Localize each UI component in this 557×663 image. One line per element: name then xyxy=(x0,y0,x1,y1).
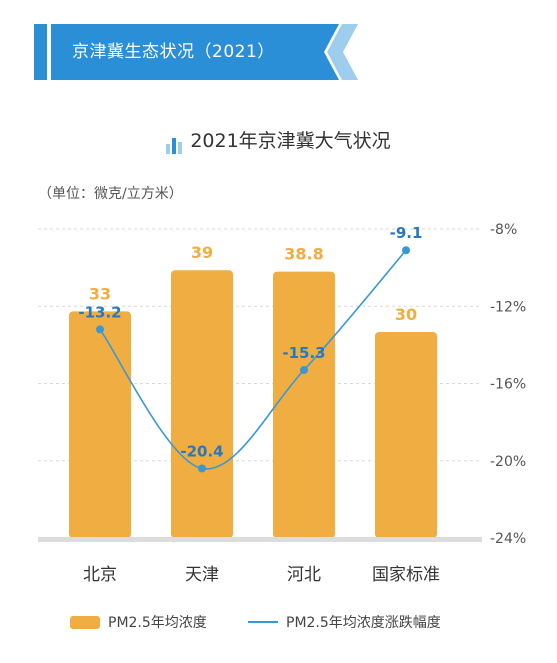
bar xyxy=(171,270,233,538)
x-axis-baseline xyxy=(38,537,482,542)
bar-value-label: 38.8 xyxy=(284,245,323,264)
y-tick-label: -24% xyxy=(490,531,526,547)
legend-label-line: PM2.5年均浓度涨跌幅度 xyxy=(286,615,441,631)
y-tick-label: -20% xyxy=(490,454,526,470)
x-tick-label: 河北 xyxy=(287,565,321,585)
line-value-label: -15.3 xyxy=(282,344,325,362)
bar xyxy=(273,271,335,538)
x-tick-label: 天津 xyxy=(185,565,219,585)
legend-swatch-line xyxy=(248,621,278,623)
bar-value-label: 33 xyxy=(89,284,111,303)
bar xyxy=(69,311,131,538)
chart-title-row: 2021年京津冀大气状况 xyxy=(0,126,557,154)
bar-chart-icon xyxy=(166,132,184,154)
line-point xyxy=(402,246,410,255)
legend-swatch-bar xyxy=(70,616,100,629)
line-value-label: -9.1 xyxy=(390,224,423,242)
y-tick-label: -16% xyxy=(490,377,526,393)
section-banner: 京津冀生态状况（2021） xyxy=(34,24,359,80)
bar-value-label: 30 xyxy=(395,305,417,324)
y-tick-label: -8% xyxy=(490,222,517,238)
banner-title: 京津冀生态状况（2021） xyxy=(72,42,275,62)
legend-item-line: PM2.5年均浓度涨跌幅度 xyxy=(248,608,441,638)
line-value-label: -20.4 xyxy=(180,442,223,460)
legend-item-bar: PM2.5年均浓度 xyxy=(70,608,207,638)
line-point xyxy=(96,325,104,334)
banner-shape xyxy=(34,24,358,80)
x-tick-label: 国家标准 xyxy=(372,565,440,585)
y-tick-label: -12% xyxy=(490,299,526,315)
chart-area: -8% -12% -16% -20% -24% 33 39 38.8 30 北京 天津 河北 国家标准 -… xyxy=(38,222,526,585)
bar-value-label: 39 xyxy=(191,243,213,262)
bar xyxy=(375,332,437,538)
chart-title: 2021年京津冀大气状况 xyxy=(190,130,391,152)
legend: PM2.5年均浓度 PM2.5年均浓度涨跌幅度 xyxy=(0,608,557,638)
line-value-label: -13.2 xyxy=(78,303,121,321)
line-point xyxy=(198,464,206,473)
legend-label-bar: PM2.5年均浓度 xyxy=(108,615,207,631)
line-series-path xyxy=(99,249,407,470)
line-point xyxy=(300,365,308,374)
x-tick-label: 北京 xyxy=(83,565,117,585)
unit-label: （单位：微克/立方米） xyxy=(38,186,183,202)
